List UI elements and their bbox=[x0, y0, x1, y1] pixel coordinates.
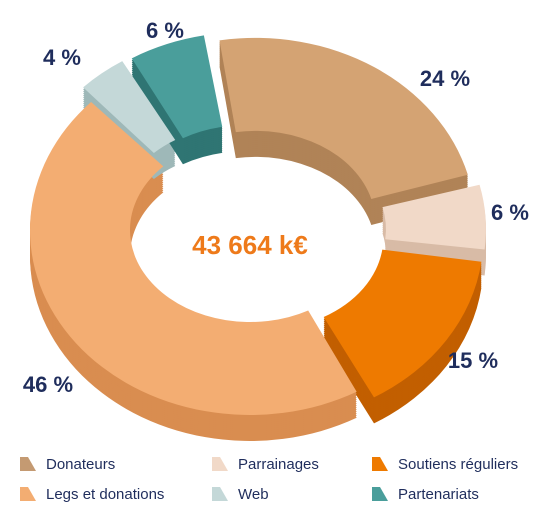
slice-label-parrainages: 6 % bbox=[491, 200, 529, 225]
legend-swatch-web bbox=[210, 485, 230, 503]
legend-swatch-soutiens-reguliers bbox=[370, 455, 390, 473]
legend-label-soutiens-reguliers: Soutiens réguliers bbox=[398, 455, 519, 473]
legend-swatch-donateurs bbox=[18, 455, 38, 473]
legend-swatch-parrainages bbox=[210, 455, 230, 473]
legend-swatch-partenariats bbox=[370, 485, 390, 503]
legend-item-parrainages: Parrainages bbox=[210, 452, 319, 476]
slice-label-partenariats: 6 % bbox=[146, 18, 184, 43]
legend-label-legs-et-donations: Legs et donations bbox=[46, 485, 165, 503]
legend-label-parrainages: Parrainages bbox=[238, 455, 319, 473]
legend-item-legs-et-donations: Legs et donations bbox=[18, 482, 164, 506]
slice-label-donateurs: 24 % bbox=[420, 66, 470, 91]
slice-soutiens-reguliers bbox=[323, 249, 482, 398]
legend-item-partenariats: Partenariats bbox=[370, 482, 479, 506]
legend-item-soutiens-reguliers: Soutiens réguliers bbox=[370, 452, 518, 476]
legend-label-partenariats: Partenariats bbox=[398, 485, 479, 503]
slice-partenariats bbox=[131, 35, 223, 139]
legend-item-donateurs: Donateurs bbox=[18, 452, 115, 476]
center-total-label: 43 664 k€ bbox=[192, 230, 308, 260]
slice-label-soutiens-reguliers: 15 % bbox=[448, 348, 498, 373]
legend-label-donateurs: Donateurs bbox=[46, 455, 116, 473]
legend-label-web: Web bbox=[238, 485, 269, 503]
legend-item-web: Web bbox=[210, 482, 269, 506]
slice-parrainages bbox=[382, 184, 486, 250]
slice-label-legs-et-donations: 46 % bbox=[23, 372, 73, 397]
slice-legs-et-donations bbox=[30, 102, 357, 415]
slice-label-web: 4 % bbox=[43, 45, 81, 70]
legend-swatch-legs-et-donations bbox=[18, 485, 38, 503]
slice-web bbox=[83, 61, 176, 154]
donut-chart: 24 % 6 % 15 % 46 % 4 % 6 % 43 664 k€ bbox=[23, 18, 529, 442]
slice-donateurs bbox=[219, 37, 468, 199]
chart-legend: Donateurs Parrainages Soutiens réguliers… bbox=[18, 452, 538, 512]
